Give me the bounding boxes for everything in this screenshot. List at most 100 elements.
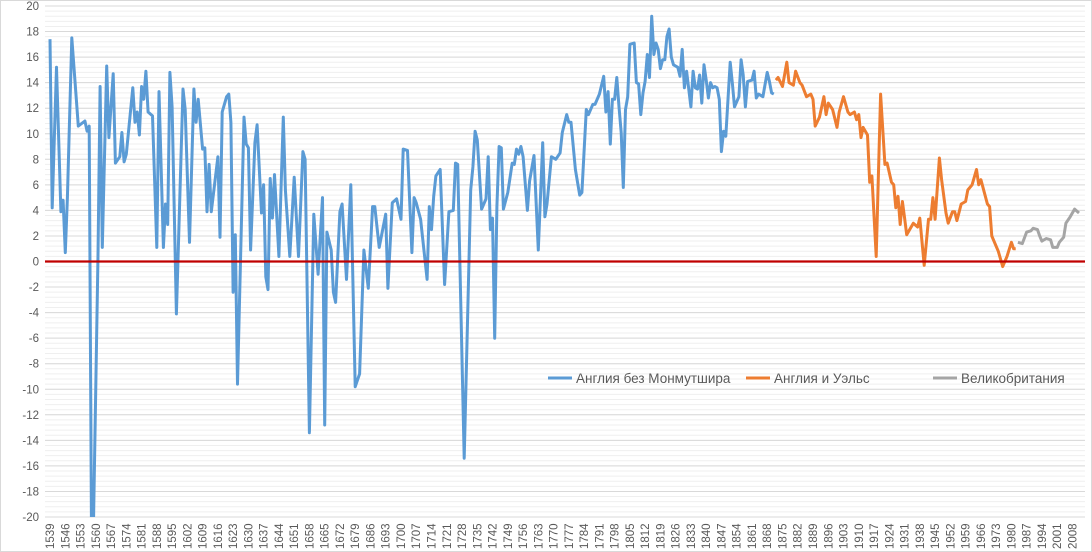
y-tick-label: 2 [33, 231, 39, 243]
x-tick-label: 1868 [762, 523, 774, 549]
x-tick-label: 1819 [655, 523, 667, 549]
x-tick-label: 1728 [457, 523, 469, 549]
y-tick-label: 10 [26, 129, 39, 141]
x-tick-label: 1602 [182, 523, 194, 549]
x-tick-label: 1539 [45, 523, 57, 549]
x-tick-label: 1791 [594, 523, 606, 549]
legend-label-2: Англия и Уэльс [774, 371, 870, 386]
x-tick-label: 1700 [396, 523, 408, 549]
x-tick-label: 1546 [60, 523, 72, 549]
x-tick-label: 1882 [793, 523, 805, 549]
x-tick-label: 1637 [259, 523, 271, 549]
x-tick-label: 1784 [579, 523, 591, 549]
x-tick-label: 1623 [228, 523, 240, 549]
y-tick-label: 8 [33, 154, 39, 166]
x-tick-label: 1651 [289, 523, 301, 549]
y-tick-label: -12 [22, 410, 39, 422]
x-tick-label: 1966 [976, 523, 988, 549]
y-tick-label: 14 [26, 78, 39, 90]
y-tick-label: -4 [29, 308, 40, 320]
x-tick-label: 1763 [533, 523, 545, 549]
y-tick-label: -2 [29, 282, 39, 294]
x-tick-label: 1959 [961, 523, 973, 549]
x-tick-label: 1560 [91, 523, 103, 549]
x-tick-label: 1616 [213, 523, 225, 549]
x-tick-label: 1749 [503, 523, 515, 549]
x-tick-label: 1770 [549, 523, 561, 549]
x-tick-label: 1658 [304, 523, 316, 549]
x-tick-label: 1644 [274, 523, 286, 549]
x-tick-label: 1665 [320, 523, 332, 549]
series-line-3 [1017, 207, 1080, 249]
minor-gridlines [45, 5, 1085, 518]
x-tick-label: 1574 [121, 523, 133, 549]
x-tick-label: 1952 [945, 523, 957, 549]
x-tick-label: 1553 [76, 523, 88, 549]
y-tick-label: 16 [26, 52, 39, 64]
y-tick-label: -6 [29, 333, 39, 345]
x-tick-label: 1889 [808, 523, 820, 549]
y-tick-label: 0 [33, 257, 39, 269]
x-tick-label: 1994 [1037, 523, 1049, 549]
x-tick-label: 1903 [839, 523, 851, 549]
x-tick-label: 1973 [991, 523, 1003, 549]
legend-label-1: Англия без Монмутшира [576, 371, 731, 386]
series-lines [48, 14, 1080, 517]
x-tick-label: 1840 [701, 523, 713, 549]
major-gridlines [45, 5, 1085, 518]
x-tick-label: 1693 [381, 523, 393, 549]
x-tick-label: 1581 [137, 523, 149, 549]
y-axis-tick-labels: -20-18-16-14-12-10-8-6-4-202468101214161… [22, 1, 39, 524]
x-tick-label: 1686 [365, 523, 377, 549]
legend-label-3: Великобритания [961, 371, 1065, 386]
y-tick-label: 12 [26, 103, 39, 115]
x-tick-label: 1945 [930, 523, 942, 549]
x-tick-label: 1735 [472, 523, 484, 549]
x-tick-label: 1833 [686, 523, 698, 549]
x-tick-label: 1875 [777, 523, 789, 549]
x-tick-label: 1896 [823, 523, 835, 549]
x-tick-label: 1861 [747, 523, 759, 549]
x-tick-label: 1805 [625, 523, 637, 549]
x-tick-label: 1798 [610, 523, 622, 549]
x-tick-label: 1756 [518, 523, 530, 549]
y-tick-label: 20 [26, 1, 39, 13]
y-tick-label: -18 [22, 486, 39, 498]
y-tick-label: 6 [33, 180, 39, 192]
x-tick-label: 1910 [854, 523, 866, 549]
x-tick-label: 2008 [1067, 523, 1079, 549]
series-line-1 [48, 14, 775, 517]
x-tick-label: 1742 [488, 523, 500, 549]
y-tick-label: -10 [22, 384, 39, 396]
x-tick-label: 1854 [732, 523, 744, 549]
y-tick-label: 18 [26, 27, 39, 39]
x-tick-label: 1812 [640, 523, 652, 549]
x-tick-label: 2001 [1052, 523, 1064, 549]
x-tick-label: 1721 [442, 523, 454, 549]
y-tick-label: -8 [29, 359, 39, 371]
x-tick-label: 1938 [915, 523, 927, 549]
x-tick-label: 1595 [167, 523, 179, 549]
x-tick-label: 1917 [869, 523, 881, 549]
y-tick-label: -20 [22, 512, 39, 524]
x-tick-label: 1588 [152, 523, 164, 549]
x-tick-label: 1714 [427, 523, 439, 549]
y-tick-label: 4 [33, 205, 40, 217]
x-tick-label: 1980 [1006, 523, 1018, 549]
x-tick-label: 1609 [198, 523, 210, 549]
x-tick-label: 1567 [106, 523, 118, 549]
x-tick-label: 1847 [716, 523, 728, 549]
x-tick-label: 1672 [335, 523, 347, 549]
legend: Англия без Монмутшира Англия и Уэльс Велик… [548, 371, 1065, 386]
x-tick-label: 1707 [411, 523, 423, 549]
series-line-2 [774, 60, 1016, 269]
x-axis-tick-labels: 1539 1546 1553 1560 1567 1574 1581 1588 1595 1602… [45, 523, 1079, 549]
x-tick-label: 1987 [1022, 523, 1034, 549]
y-tick-label: -16 [22, 461, 39, 473]
x-tick-label: 1679 [350, 523, 362, 549]
x-tick-label: 1630 [243, 523, 255, 549]
y-tick-label: -14 [22, 435, 39, 447]
x-tick-label: 1931 [900, 523, 912, 549]
x-tick-label: 1826 [671, 523, 683, 549]
